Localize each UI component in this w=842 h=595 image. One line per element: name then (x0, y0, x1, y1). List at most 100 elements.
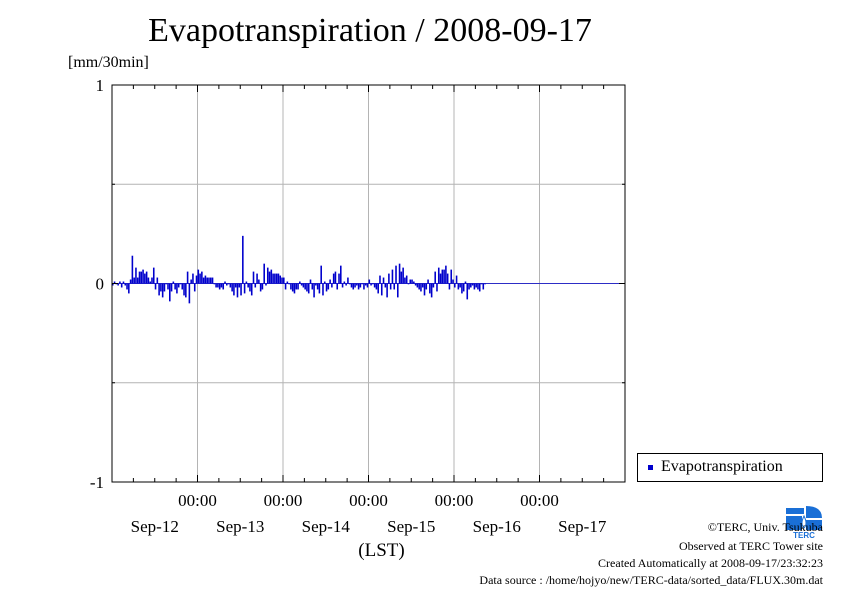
bar (120, 283, 123, 288)
bar (459, 283, 461, 288)
bar (247, 283, 249, 288)
bar (434, 271, 436, 284)
bar (450, 269, 453, 284)
bar (322, 283, 324, 296)
y-tick-label: 1 (96, 76, 105, 95)
bar (462, 283, 465, 292)
bar (135, 267, 137, 284)
bar (126, 283, 128, 290)
bar (268, 271, 271, 284)
x-tick-date-label: Sep-12 (131, 517, 179, 536)
bar (427, 279, 429, 284)
bar (275, 273, 278, 284)
bar (209, 277, 212, 284)
bar (215, 283, 217, 288)
bar (226, 283, 228, 286)
bar (259, 283, 262, 292)
bar (461, 283, 463, 294)
bar (452, 279, 454, 284)
bar (117, 283, 119, 286)
bar (382, 277, 385, 284)
bar (441, 269, 444, 284)
bar (446, 273, 449, 284)
bar (395, 265, 397, 284)
bar (477, 283, 479, 290)
bar (352, 283, 355, 290)
bar (457, 283, 460, 290)
bar (309, 279, 312, 284)
bar (181, 283, 184, 290)
x-tick-time-label: 00:00 (349, 491, 388, 510)
bar (170, 283, 173, 292)
bar (416, 283, 419, 288)
y-axis-unit-label: [mm/30min] (68, 54, 149, 71)
bar (478, 283, 481, 292)
bar (323, 281, 326, 284)
bar (192, 273, 194, 284)
bar (167, 283, 169, 290)
bar (343, 281, 346, 284)
bar (299, 281, 301, 284)
bar (318, 283, 321, 294)
bar (345, 283, 347, 286)
bar (272, 273, 274, 284)
chart-title: Evapotranspiration / 2008-09-17 (148, 12, 592, 49)
x-tick-time-label: 00:00 (264, 491, 303, 510)
bar (149, 281, 151, 284)
bar (384, 283, 387, 288)
bar (202, 277, 205, 284)
bar (113, 281, 116, 284)
credit-source: Data source : /home/hojyo/new/TERC-data/… (479, 573, 823, 587)
bar (222, 283, 225, 290)
legend: Evapotranspiration (637, 453, 823, 482)
bar (436, 283, 438, 292)
bar (160, 283, 162, 292)
bar (350, 283, 353, 288)
bar (409, 279, 412, 284)
bar (174, 283, 176, 290)
bar (112, 283, 114, 286)
axis-ticks (111, 84, 626, 483)
bar (468, 283, 470, 290)
bar (208, 277, 210, 284)
bar (147, 277, 150, 284)
y-tick-label: 0 (96, 275, 105, 294)
bar (195, 275, 198, 284)
bar (386, 283, 388, 298)
bar (283, 277, 285, 284)
bar (389, 283, 392, 290)
bar (151, 277, 153, 284)
bar (297, 283, 299, 290)
bar (341, 283, 344, 288)
bar (334, 271, 337, 284)
bar (234, 283, 237, 288)
bar (448, 283, 451, 290)
bar (445, 265, 447, 284)
bar (231, 283, 233, 292)
bar (176, 283, 178, 294)
bar (443, 269, 445, 284)
bar (404, 277, 406, 284)
bar (281, 277, 283, 284)
bar (145, 271, 148, 284)
bar (405, 275, 408, 284)
bar (284, 283, 287, 290)
bar (311, 283, 314, 290)
bar (420, 283, 422, 292)
bar (124, 283, 127, 286)
bar (379, 275, 381, 284)
bar (421, 283, 424, 288)
bar (243, 283, 246, 294)
bar (325, 283, 328, 292)
bar (265, 283, 267, 286)
bar (437, 267, 440, 284)
bar (142, 269, 144, 284)
y-tick-label: -1 (90, 473, 104, 492)
bar (307, 283, 310, 294)
bar (393, 283, 396, 290)
bar (136, 277, 139, 284)
bar (240, 283, 242, 296)
bar (432, 283, 435, 288)
bar (338, 273, 340, 284)
